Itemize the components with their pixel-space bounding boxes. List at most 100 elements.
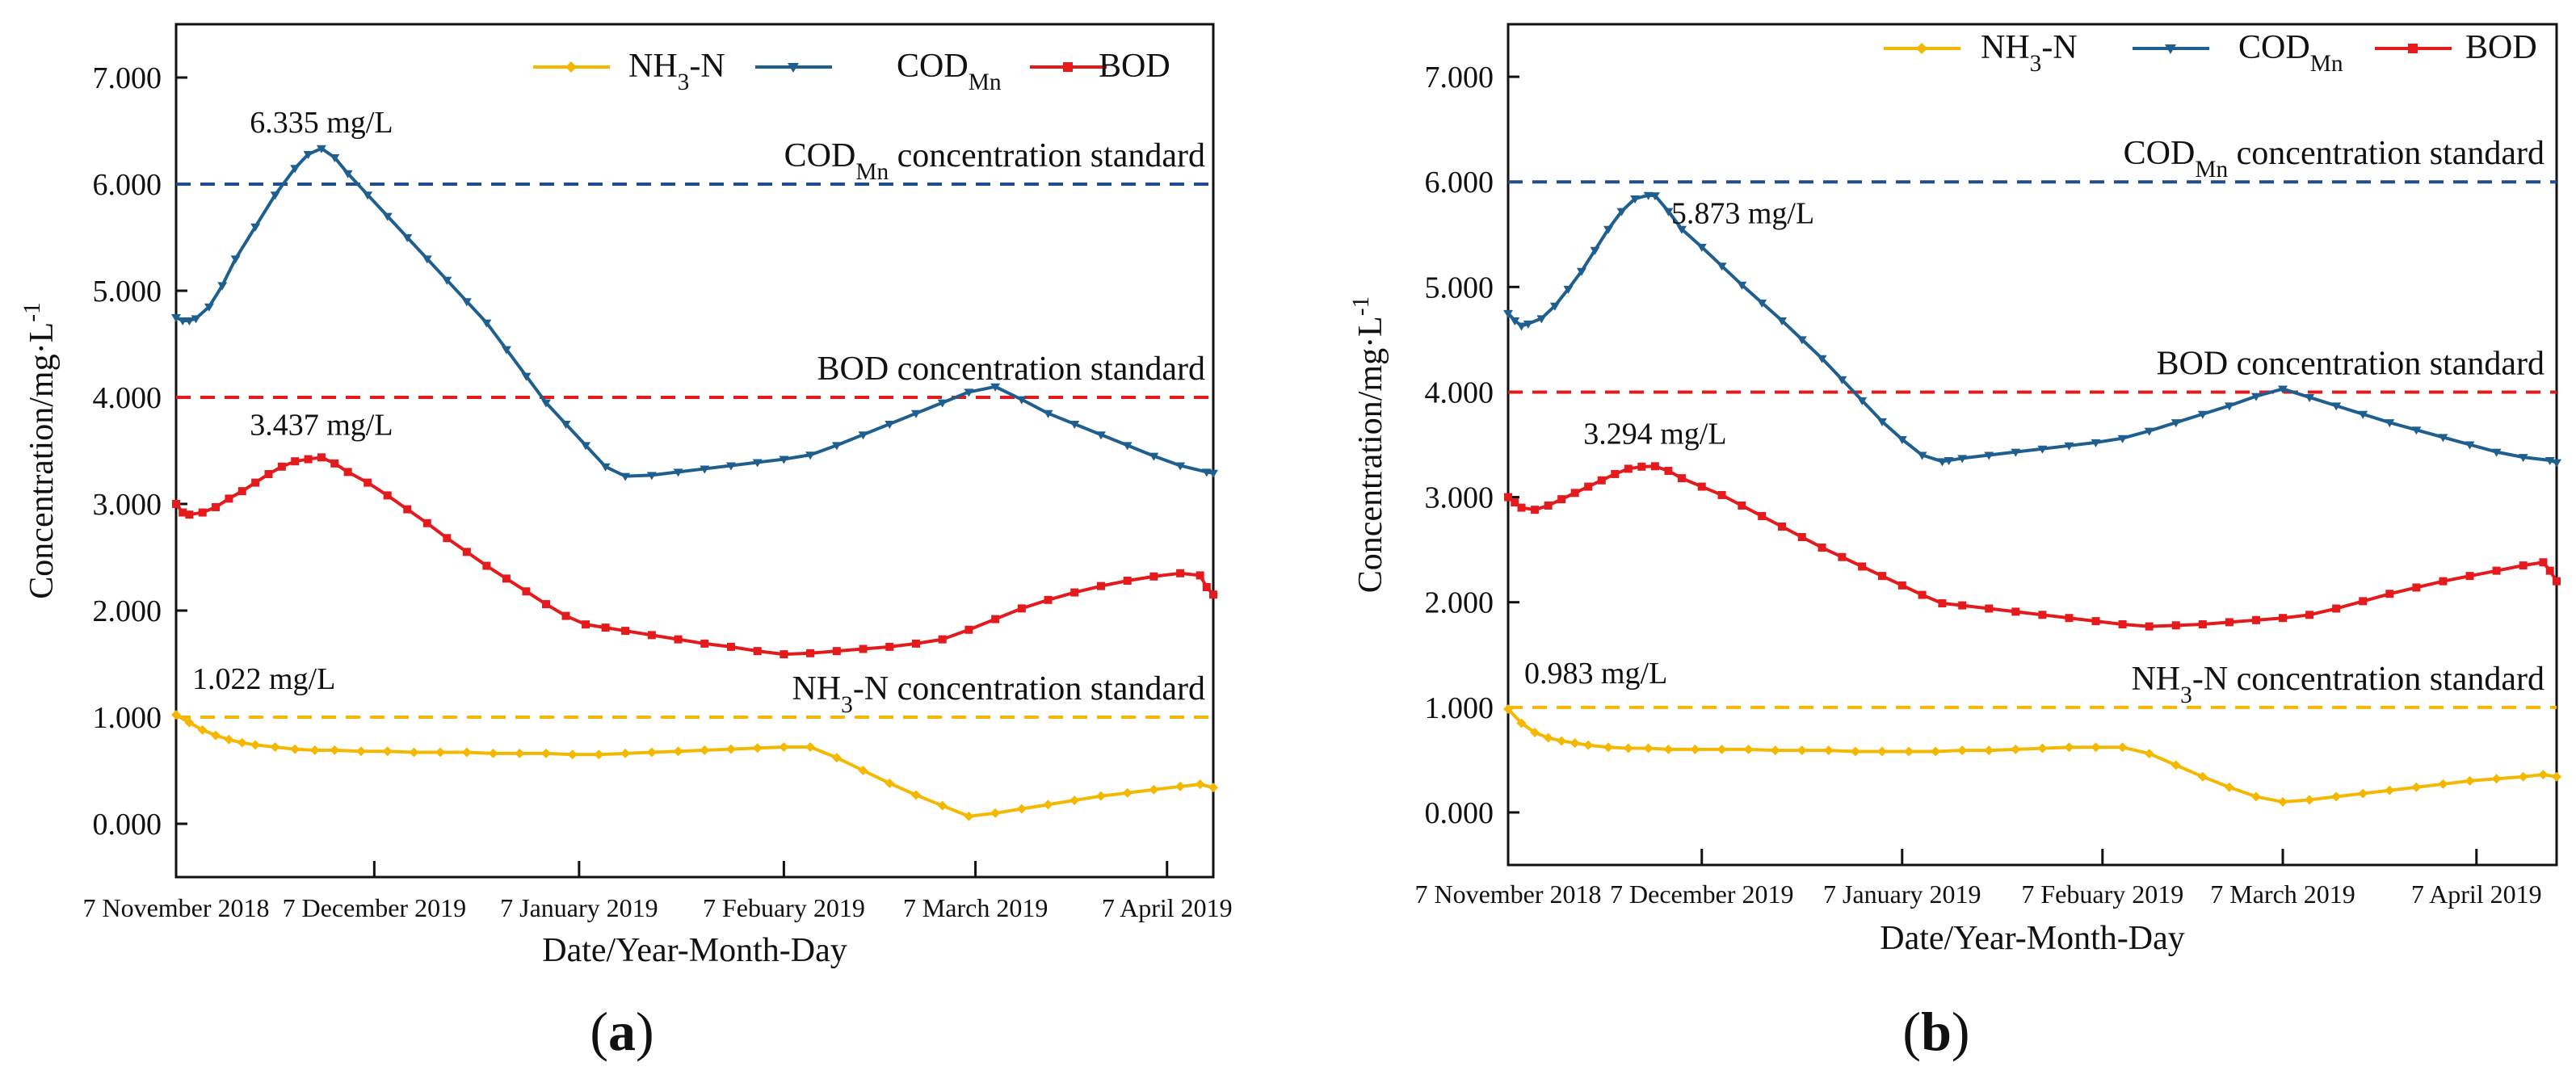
- bod-data-point: [502, 574, 511, 583]
- bod-data-point: [2385, 590, 2394, 598]
- bod-data-point: [1838, 552, 1847, 561]
- bod-data-point: [277, 462, 286, 471]
- cod-data-point: [937, 399, 948, 408]
- bod-data-point: [1597, 476, 1606, 485]
- bod-data-point: [383, 491, 392, 500]
- cod-data-point: [990, 383, 1001, 392]
- cod-data-point: [2144, 427, 2154, 436]
- bod-data-point: [1202, 582, 1211, 591]
- cod-data-point: [422, 255, 432, 264]
- cod-data-point: [1603, 225, 1614, 234]
- bod-data-point: [1677, 474, 1686, 483]
- x-tick-label: 7 December 2019: [1610, 880, 1793, 909]
- cod-data-point: [461, 298, 472, 307]
- cod-series-line: [1507, 193, 2557, 464]
- nh3-data-point: [461, 747, 472, 758]
- bod-data-point: [938, 635, 947, 644]
- cod-data-point: [964, 388, 974, 397]
- nh3-data-point: [2385, 785, 2395, 796]
- bod-data-point: [991, 615, 1000, 623]
- cod-data-point: [2552, 459, 2561, 468]
- x-tick-label: 7 November 2018: [1414, 880, 1601, 909]
- bod-data-point: [2359, 597, 2368, 606]
- bod-data-point: [1584, 482, 1593, 491]
- x-tick-label: 7 April 2019: [2411, 880, 2542, 909]
- nh3-data-point: [184, 717, 195, 728]
- bod-data-point: [1531, 506, 1540, 514]
- y-tick-label: 6.000: [1425, 166, 1494, 199]
- cod-data-point: [204, 303, 214, 312]
- legend-bod-marker: [1063, 62, 1073, 72]
- nh3-data-point: [1149, 784, 1159, 795]
- bod-data-point: [2545, 566, 2554, 575]
- bod-data-point: [647, 631, 656, 640]
- nh3-data-point: [2011, 744, 2021, 754]
- nh3-data-point: [1690, 744, 1700, 754]
- bod-data-point: [1517, 503, 1526, 512]
- bod-data-point: [911, 639, 920, 648]
- bod-data-point: [317, 453, 326, 462]
- nh3-data-point: [382, 746, 393, 757]
- y-tick-label: 3.000: [1425, 481, 1494, 515]
- nh3-data-point: [330, 745, 340, 755]
- nh3-data-point: [567, 749, 578, 760]
- nh3-data-point: [1904, 746, 1914, 757]
- cod-data-point: [2331, 402, 2342, 411]
- bod-data-point: [806, 649, 815, 657]
- cod-data-point: [1649, 192, 1660, 201]
- bod-data-point: [1738, 501, 1746, 510]
- legend-cod-marker: [2165, 44, 2176, 54]
- legend-bod-label: BOD: [1099, 48, 1170, 85]
- cod-data-point: [2385, 419, 2395, 428]
- y-tick-label: 0.000: [93, 808, 162, 842]
- bod-peak-annotation: 3.437 mg/L: [250, 408, 393, 442]
- bod-data-point: [237, 487, 246, 496]
- nh3-data-point: [1543, 733, 1553, 743]
- y-axis-label: Concentration/mg·L-1: [1348, 296, 1389, 593]
- cod-data-point: [1897, 435, 1907, 444]
- x-tick-label: 7 January 2019: [500, 893, 658, 922]
- bod-data-point: [1624, 464, 1633, 473]
- y-tick-label: 0.000: [1425, 796, 1494, 830]
- cod-data-point: [382, 212, 393, 221]
- cod-data-point: [831, 442, 842, 451]
- bod-data-point: [2145, 622, 2154, 631]
- nh3-data-point: [197, 724, 208, 735]
- cod-data-point: [1175, 462, 1186, 471]
- nh3-data-point: [2491, 774, 2502, 784]
- cod-data-point: [1549, 302, 1560, 311]
- bod-data-point: [726, 642, 735, 651]
- cod-data-point: [700, 465, 710, 474]
- bod-data-point: [304, 455, 313, 464]
- cod-data-point: [910, 409, 921, 418]
- nh3-data-point: [1603, 742, 1614, 753]
- nh3-data-point: [1770, 745, 1780, 756]
- y-tick-label: 2.000: [1425, 586, 1494, 620]
- cod-standard-label: CODMn concentration standard: [784, 137, 1205, 185]
- nh3-data-point: [2465, 775, 2475, 786]
- cod-data-point: [481, 319, 492, 328]
- cod-standard-label: CODMn concentration standard: [2124, 135, 2544, 183]
- bod-data-point: [1877, 572, 1886, 581]
- cod-data-point: [858, 431, 868, 440]
- cod-data-point: [1837, 376, 1847, 384]
- y-tick-label: 6.000: [93, 168, 162, 202]
- bod-data-point: [2539, 558, 2548, 567]
- nh3-standard-label: NH3-N concentration standard: [2131, 661, 2544, 708]
- x-tick-label: 7 Febuary 2019: [2021, 880, 2183, 909]
- bod-data-point: [2251, 615, 2260, 624]
- nh3-series-line: [174, 713, 1214, 818]
- nh3-data-point: [435, 747, 446, 758]
- cod-data-point: [2278, 385, 2288, 394]
- cod-data-point: [184, 317, 195, 325]
- nh3-data-point: [171, 710, 181, 720]
- nh3-data-point: [2278, 796, 2288, 807]
- nh3-data-point: [2197, 771, 2208, 782]
- nh3-data-point: [2064, 742, 2074, 753]
- bod-data-point: [422, 519, 431, 527]
- bod-data-point: [885, 642, 894, 651]
- bod-data-point: [1017, 604, 1026, 613]
- nh3-data-point: [646, 747, 657, 758]
- bod-standard-label: BOD concentration standard: [817, 351, 1205, 388]
- x-tick-label: 7 January 2019: [1823, 880, 1981, 909]
